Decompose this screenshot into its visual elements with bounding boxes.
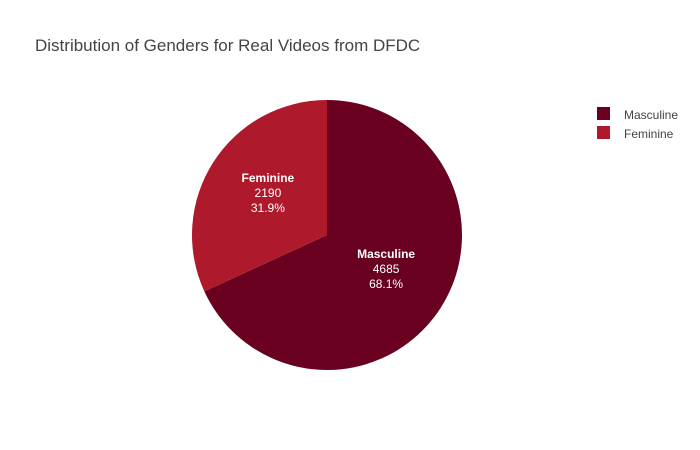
slice-label-value-masculine: 4685 — [373, 262, 400, 276]
slice-label-name-feminine: Feminine — [242, 171, 295, 185]
slice-label-name-masculine: Masculine — [357, 247, 415, 261]
slice-label-value-feminine: 2190 — [255, 186, 282, 200]
legend-item-masculine[interactable]: Masculine — [597, 107, 678, 122]
legend-swatch-feminine — [597, 126, 610, 139]
slice-label-percent-masculine: 68.1% — [369, 277, 403, 291]
pie-slices — [192, 100, 463, 370]
chart-title: Distribution of Genders for Real Videos … — [35, 36, 420, 55]
legend-swatch-masculine — [597, 107, 610, 120]
legend-item-feminine[interactable]: Feminine — [597, 126, 674, 141]
pie-slice-feminine[interactable] — [192, 100, 327, 292]
slice-label-percent-feminine: 31.9% — [251, 201, 285, 215]
legend-label-masculine: Masculine — [624, 108, 678, 122]
pie-slice-masculine[interactable] — [204, 100, 463, 370]
legend-label-feminine: Feminine — [624, 127, 674, 141]
legend: Masculine Feminine — [597, 107, 678, 141]
